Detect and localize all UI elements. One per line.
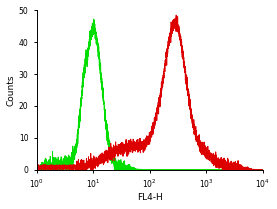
Y-axis label: Counts: Counts — [7, 74, 16, 106]
X-axis label: FL4-H: FL4-H — [137, 193, 163, 202]
